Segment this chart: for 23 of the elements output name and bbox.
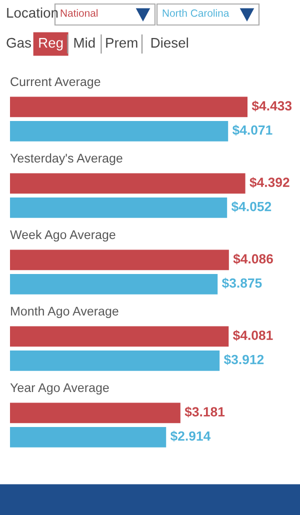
text: National <box>60 9 98 17</box>
data-label: $4.433 <box>252 100 292 112</box>
data-label: $3.912 <box>224 354 264 366</box>
data-label: $2.914 <box>170 430 211 442</box>
data-label: $4.071 <box>232 124 272 136</box>
text: Mid <box>74 38 95 48</box>
y-tick-label: Month Ago Average <box>11 306 118 318</box>
data-label: $3.875 <box>222 278 262 289</box>
text: Prem <box>106 38 138 48</box>
y-tick-label: Current Average <box>10 77 100 89</box>
text: Diesel <box>151 38 188 48</box>
data-label: $4.052 <box>231 201 272 212</box>
y-tick-label: Week Ago Average <box>10 230 116 242</box>
text: Reg <box>39 38 63 50</box>
y-tick-label: Year Ago Average <box>10 383 109 395</box>
data-label: $4.086 <box>233 254 273 264</box>
y-tick-label: Yesterday's Average <box>10 153 122 166</box>
text: Gas <box>6 38 31 48</box>
data-label: $4.081 <box>232 330 273 341</box>
data-label: $4.392 <box>250 177 290 188</box>
text: North Carolina <box>162 9 230 17</box>
text: Location <box>7 8 58 18</box>
data-label: $3.181 <box>184 406 225 418</box>
